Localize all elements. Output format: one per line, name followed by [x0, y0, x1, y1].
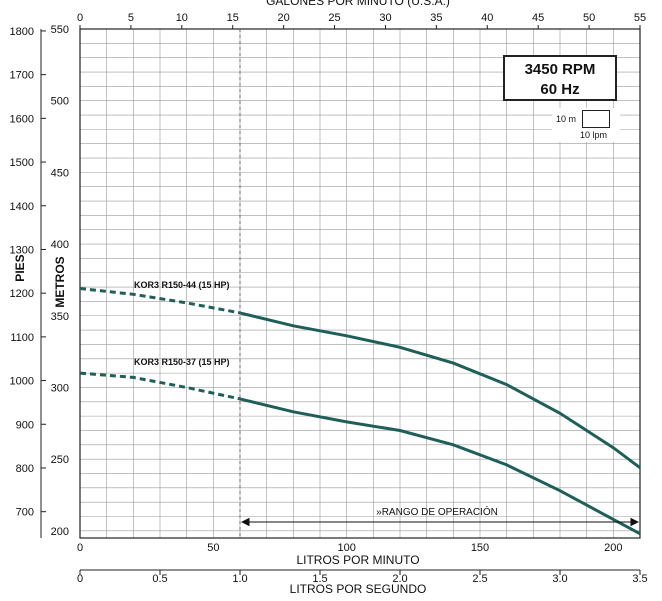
x-bottom-axis-title: LITROS POR MINUTO	[296, 553, 419, 567]
x-top-tick-label: 40	[481, 12, 493, 24]
series-label-44: KOR3 R150-44 (15 HP)	[134, 280, 230, 290]
x-top-tick-label: 50	[583, 12, 595, 24]
y-metros-tick-label: 200	[51, 526, 69, 538]
scale-flow-label: 10 lpm	[580, 130, 608, 140]
y-metros-tick-label: 300	[51, 382, 69, 394]
y-pies-axis-title: PIES	[13, 254, 27, 281]
series-line-dashed-1	[79, 371, 241, 401]
rpm-box: 3450 RPM 60 Hz	[503, 55, 617, 101]
series-line-dashed-0	[79, 287, 241, 315]
y-metros-tick-label: 500	[51, 96, 69, 108]
x-bottom-tick-label: 200	[604, 542, 622, 554]
series-label-37: KOR3 R150-37 (15 HP)	[134, 357, 230, 367]
y-pies-tick-label: 1300	[10, 244, 34, 256]
y-metros-axis-title: METROS	[53, 256, 67, 307]
x-top-tick-label: 20	[278, 12, 290, 24]
y-pies-tick-label: 1800	[10, 26, 34, 38]
x-bottom-tick-label: 100	[337, 542, 355, 554]
x-top-tick-label: 25	[328, 12, 340, 24]
x-top-tick-label: 35	[430, 12, 442, 24]
y-pies-tick-label: 1100	[10, 332, 34, 344]
operating-range-label: »RANGO DE OPERACIÓN	[376, 505, 498, 518]
x-secondary-tick-label: 2.5	[472, 573, 487, 585]
y-pies-tick-label: 1700	[10, 70, 34, 82]
y-pies-tick-label: 900	[16, 419, 34, 431]
y-pies-tick-label: 700	[16, 507, 34, 519]
y-pies-tick-label: 1400	[10, 201, 34, 213]
y-pies-tick-label: 800	[16, 463, 34, 475]
y-pies-tick-label: 1500	[10, 157, 34, 169]
series-line-0	[239, 311, 641, 469]
x-top-tick-label: 5	[128, 12, 134, 24]
series-line-1	[239, 397, 641, 536]
scale-square	[582, 110, 610, 128]
x-top-tick-label: 55	[634, 12, 646, 24]
y-pies-tick-label: 1000	[10, 376, 34, 388]
x-top-tick-label: 15	[227, 12, 239, 24]
y-metros-tick-label: 250	[51, 454, 69, 466]
plot-frame	[79, 28, 641, 539]
x-top-axis-title: GALONES POR MINUTO (U.S.A.)	[266, 0, 450, 8]
chart-marks	[79, 287, 641, 536]
x-bottom-tick-label: 50	[207, 542, 219, 554]
x-secondary-tick-label: 1.5	[312, 573, 327, 585]
y-metros-tick-label: 350	[51, 311, 69, 323]
x-top-tick-label: 30	[379, 12, 391, 24]
x-secondary-tick-label: 0.5	[152, 573, 167, 585]
scale-legend: 10 m 10 lpm	[552, 108, 620, 142]
x-secondary-axis-title: LITROS POR SEGUNDO	[290, 582, 427, 596]
y-pies-tick-label: 1600	[10, 113, 34, 125]
rpm-label: 3450 RPM	[524, 61, 596, 78]
x-secondary-tick-label: 1.0	[232, 573, 247, 585]
x-bottom-tick-label: 150	[471, 542, 489, 554]
chart-grid	[79, 28, 641, 539]
y-metros-tick-label: 550	[51, 24, 69, 36]
x-secondary-tick-label: 3.0	[552, 573, 567, 585]
x-top-tick-label: 0	[77, 12, 83, 24]
x-secondary-tick-label: 3.5	[632, 573, 647, 585]
x-top-tick-label: 45	[532, 12, 544, 24]
x-top-tick-label: 10	[176, 12, 188, 24]
x-secondary-tick-label: 2.0	[392, 573, 407, 585]
scale-height-label: 10 m	[556, 114, 577, 124]
y-pies-tick-label: 1200	[10, 288, 34, 300]
x-secondary-tick-label: 0	[77, 573, 83, 585]
hz-label: 60 Hz	[540, 81, 580, 98]
y-metros-tick-label: 400	[51, 239, 69, 251]
y-metros-tick-label: 450	[51, 167, 69, 179]
x-bottom-tick-label: 0	[77, 542, 83, 554]
